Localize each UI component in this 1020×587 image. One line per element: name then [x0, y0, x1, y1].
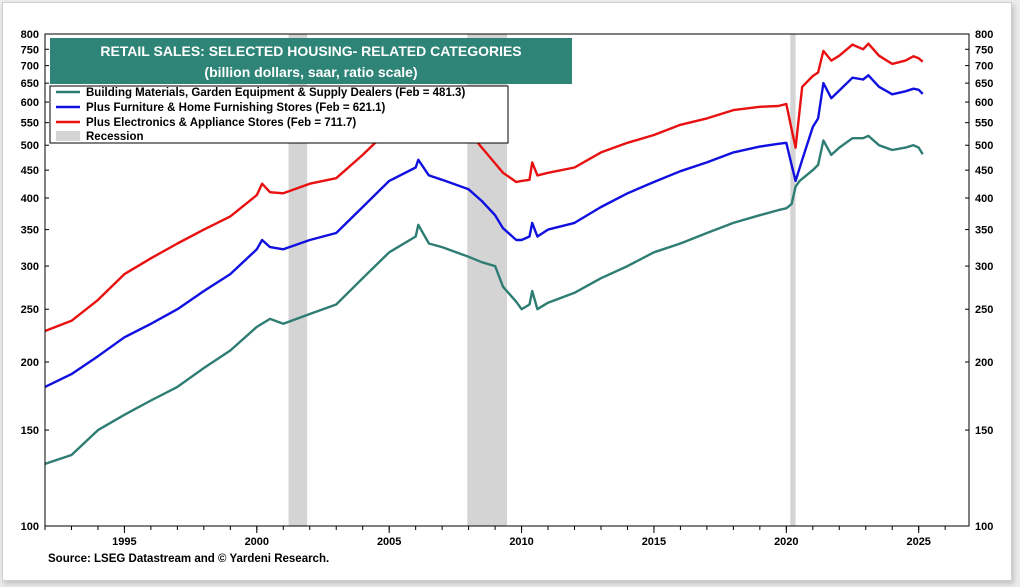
- series-lines: [44, 42, 924, 466]
- y-tick-label-right: 500: [975, 140, 993, 152]
- y-tick-label-right: 700: [975, 61, 993, 73]
- y-tick-label-left: 200: [21, 357, 39, 369]
- y-tick-label-left: 300: [21, 261, 39, 273]
- y-tick-label-right: 100: [975, 521, 993, 533]
- y-tick-label-left: 550: [21, 118, 39, 130]
- y-tick-label-left: 100: [21, 521, 39, 533]
- y-tick-label-right: 200: [975, 357, 993, 369]
- series-line-2: [44, 74, 924, 388]
- x-tick-label: 2010: [509, 536, 533, 548]
- legend-box: [49, 85, 509, 144]
- y-tick-label-right: 300: [975, 261, 993, 273]
- y-tick-label-left: 750: [21, 44, 39, 56]
- y-tick-label-left: 500: [21, 140, 39, 152]
- plot-border: [44, 33, 970, 527]
- legend-swatch-recession: [56, 131, 80, 141]
- y-tick-label-left: 700: [21, 61, 39, 73]
- recession-band-1: [288, 34, 308, 526]
- series-line-1: [44, 134, 924, 466]
- recession-band-3: [790, 34, 796, 526]
- y-tick-label-right: 150: [975, 425, 993, 437]
- y-tick-label-left: 400: [21, 193, 39, 205]
- x-tick-label: 2000: [245, 536, 269, 548]
- y-tick-label-left: 650: [21, 78, 39, 90]
- legend-label-recession: Recession: [86, 131, 144, 143]
- legend: Building Materials, Garden Equipment & S…: [49, 85, 509, 144]
- y-axis-ticks: 100 100 150 150 200 200 250 250 300 300 350 350 400 4…: [21, 29, 994, 533]
- y-tick-label-left: 800: [21, 29, 39, 41]
- y-tick-label-right: 350: [975, 225, 993, 237]
- x-axis-ticks: 1995 2000 2005 2010 2015 2020 2025: [44, 526, 946, 548]
- chart-title: RETAIL SALES: SELECTED HOUSING- RELATED …: [100, 43, 521, 59]
- y-tick-label-left: 450: [21, 165, 39, 177]
- y-tick-label-right: 450: [975, 165, 993, 177]
- y-tick-label-left: 350: [21, 225, 39, 237]
- source-note: Source: LSEG Datastream and © Yardeni Re…: [48, 553, 330, 565]
- y-tick-label-right: 400: [975, 193, 993, 205]
- y-tick-label-right: 800: [975, 29, 993, 41]
- chart-title-box: RETAIL SALES: SELECTED HOUSING- RELATED …: [50, 38, 572, 84]
- legend-label-3: Plus Electronics & Appliance Stores (Feb…: [86, 117, 356, 129]
- y-tick-label-right: 250: [975, 304, 993, 316]
- y-tick-label-left: 150: [21, 425, 39, 437]
- x-tick-label: 2020: [774, 536, 798, 548]
- x-tick-label: 1995: [112, 536, 136, 548]
- x-tick-label: 2025: [906, 536, 930, 548]
- y-tick-label-right: 650: [975, 78, 993, 90]
- chart-subtitle: (billion dollars, saar, ratio scale): [204, 64, 417, 80]
- legend-label-2: Plus Furniture & Home Furnishing Stores …: [86, 102, 386, 114]
- y-tick-label-left: 600: [21, 97, 39, 109]
- legend-label-1: Building Materials, Garden Equipment & S…: [86, 87, 465, 99]
- series-line-3: [44, 42, 924, 333]
- x-tick-label: 2005: [377, 536, 401, 548]
- x-tick-label: 2015: [642, 536, 666, 548]
- y-tick-label-right: 750: [975, 44, 993, 56]
- y-tick-label-left: 250: [21, 304, 39, 316]
- y-tick-label-right: 600: [975, 97, 993, 109]
- y-tick-label-right: 550: [975, 118, 993, 130]
